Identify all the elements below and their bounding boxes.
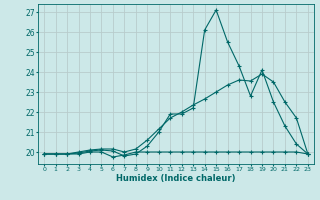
X-axis label: Humidex (Indice chaleur): Humidex (Indice chaleur) xyxy=(116,174,236,183)
